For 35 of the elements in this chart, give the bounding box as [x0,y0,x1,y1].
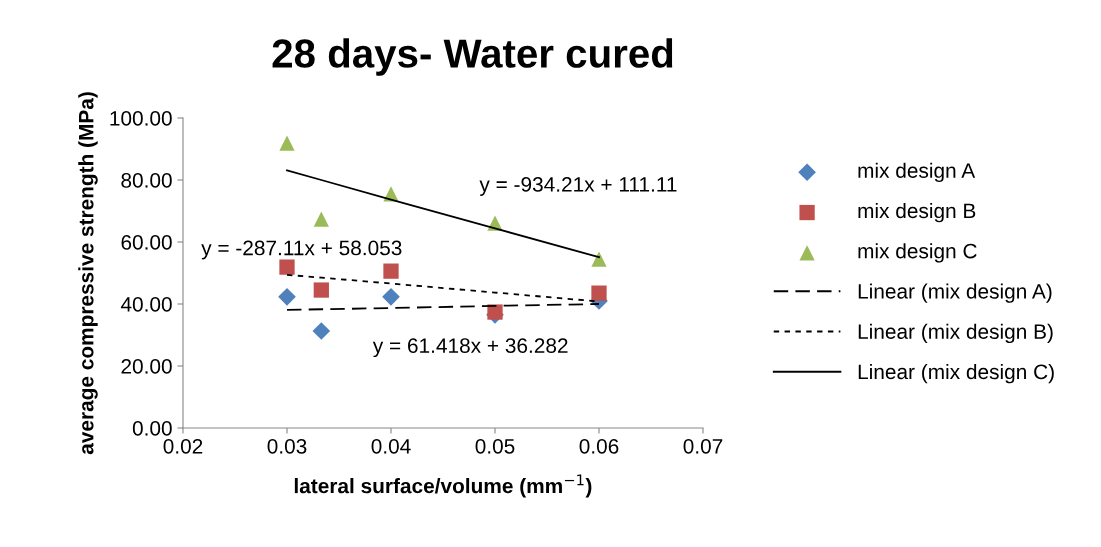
legend-label: mix design A [858,162,976,183]
point [279,135,295,151]
point [279,259,295,275]
y-tick-label: 60.00 [121,235,172,250]
y-tick-label: 80.00 [121,173,172,188]
y-axis-title: average compressive strength (MPa) [78,92,98,455]
legend-label: Linear (mix design C) [858,363,1054,384]
point [487,304,503,320]
point [591,251,607,267]
y-tick-label: 40.00 [120,297,172,312]
point [278,288,296,306]
legend-label: mix design B [858,202,976,223]
point [312,322,331,340]
x-tick-label: 0.05 [475,438,515,454]
y-tick-label: 0.00 [132,421,172,436]
point [591,285,607,301]
legend-label: Linear (mix design A) [858,283,1052,303]
annotation: y = -934.21x + 111.11 [479,177,677,196]
point [382,288,400,306]
x-tick-label: 0.07 [683,438,723,454]
annotation: y = 61.418x + 36.282 [372,338,568,358]
x-axis-title: lateral surface/volume (mm$^{−1}$) [294,474,592,498]
y-tick-label: 20.00 [121,359,172,374]
legend-label: mix design C [858,243,977,263]
point [313,282,329,298]
chart-title: 28 days- Water cured [272,38,673,76]
x-tick-label: 0.02 [163,438,203,454]
x-tick-label: 0.06 [579,438,619,454]
x-tick-label: 0.04 [371,438,411,454]
annotation: y = -287.11x + 58.053 [201,240,402,260]
legend-label: Linear (mix design B) [858,323,1053,344]
point [313,211,329,227]
y-tick-label: 100.00 [110,111,172,126]
x-tick-label: 0.03 [267,438,307,454]
point [383,263,399,279]
